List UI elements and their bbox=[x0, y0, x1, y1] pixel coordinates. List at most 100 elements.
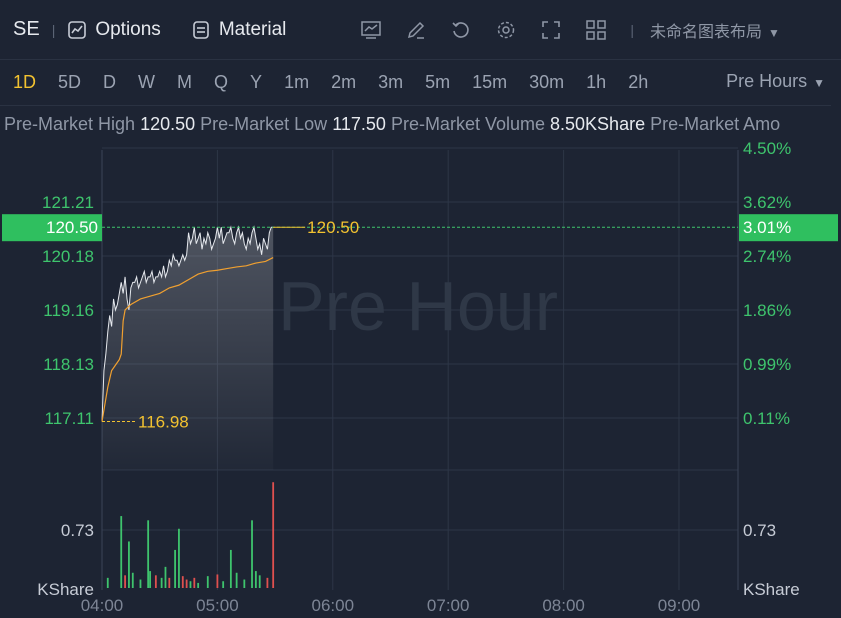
price-area bbox=[102, 227, 274, 470]
last-price-label: 120.50 bbox=[307, 218, 359, 237]
volume-bar bbox=[193, 577, 196, 588]
y-right-tick: 4.50% bbox=[743, 139, 791, 158]
volume-bar bbox=[139, 579, 142, 588]
interval-w[interactable]: W bbox=[138, 72, 156, 92]
layout-name-label: 未命名图表布局 bbox=[650, 23, 763, 41]
volume-bar bbox=[178, 528, 180, 588]
interval-bar: 1D 5D D W M Q Y 1m 2m 3m 5m 15m 30m 1h 2h Pre Hours ▼ bbox=[0, 60, 831, 106]
toolbar-divider: | bbox=[51, 21, 56, 38]
volume-unit-right: KShare bbox=[743, 580, 800, 599]
volume-tick-right: 0.73 bbox=[743, 521, 776, 540]
chart-indicator-icon[interactable] bbox=[360, 19, 382, 41]
x-tick: 09:00 bbox=[658, 596, 701, 615]
options-chart-icon bbox=[68, 20, 87, 39]
y-right-tick: 0.99% bbox=[743, 355, 791, 374]
volume-bar bbox=[168, 577, 171, 588]
interval-2m[interactable]: 2m bbox=[331, 72, 357, 92]
draw-icon[interactable] bbox=[405, 19, 427, 41]
volume-bar bbox=[160, 577, 163, 588]
options-label: Options bbox=[95, 18, 161, 40]
volume-bar bbox=[149, 571, 151, 588]
x-tick: 05:00 bbox=[196, 596, 239, 615]
low-value: 117.50 bbox=[332, 114, 386, 134]
volume-bar bbox=[216, 574, 219, 588]
y-right-tick: 0.11% bbox=[743, 409, 790, 428]
x-tick: 07:00 bbox=[427, 596, 470, 615]
volume-bar bbox=[131, 572, 134, 588]
volume-bar bbox=[128, 541, 130, 588]
volume-bar bbox=[206, 576, 209, 588]
volume-bar bbox=[222, 581, 225, 588]
volume-bar bbox=[185, 579, 188, 588]
y-right-tick: 1.86% bbox=[743, 301, 791, 320]
fullscreen-icon[interactable] bbox=[540, 19, 562, 41]
material-button[interactable]: Material bbox=[191, 18, 287, 41]
average-price-line bbox=[101, 257, 274, 422]
volume-bar bbox=[235, 572, 238, 588]
volume-label: Pre-Market Volume bbox=[390, 114, 545, 134]
interval-1d[interactable]: 1D bbox=[13, 72, 37, 92]
replay-icon[interactable] bbox=[450, 19, 472, 41]
volume-bar bbox=[229, 549, 232, 588]
volume-bar bbox=[106, 577, 109, 588]
price-line bbox=[101, 225, 274, 422]
volume-bar bbox=[272, 482, 275, 588]
top-toolbar: SE | Options Material bbox=[0, 0, 841, 60]
high-label: Pre-Market High bbox=[4, 114, 136, 134]
volume-bar bbox=[154, 575, 157, 588]
interval-5d[interactable]: 5D bbox=[58, 72, 82, 92]
volume-bar bbox=[164, 566, 167, 588]
chart-tools: | 未命名图表布局 ▼ bbox=[360, 18, 780, 42]
current-price-badge bbox=[2, 214, 102, 242]
x-tick: 04:00 bbox=[81, 596, 124, 615]
volume-bar bbox=[243, 579, 246, 588]
volume-bar bbox=[147, 520, 150, 588]
x-tick: 06:00 bbox=[312, 596, 355, 615]
interval-m[interactable]: M bbox=[177, 72, 193, 92]
options-button[interactable]: Options bbox=[67, 18, 161, 41]
volume-bar bbox=[258, 575, 261, 588]
volume-bar bbox=[189, 581, 192, 588]
volume-tick-left: 0.73 bbox=[61, 521, 94, 540]
interval-1m[interactable]: 1m bbox=[284, 72, 310, 92]
chart-watermark: Pre Hour bbox=[278, 267, 558, 345]
first-price-label: 116.98 bbox=[138, 412, 189, 431]
material-label: Material bbox=[218, 18, 287, 40]
y-left-tick: 120.18 bbox=[42, 247, 94, 266]
interval-5m[interactable]: 5m bbox=[425, 72, 451, 92]
current-pct-badge-label: 3.01% bbox=[743, 218, 791, 237]
volume-bar bbox=[266, 577, 269, 588]
interval-3m[interactable]: 3m bbox=[378, 72, 404, 92]
symbol-label[interactable]: SE bbox=[13, 18, 40, 40]
low-label: Pre-Market Low bbox=[200, 114, 328, 134]
volume-bar bbox=[254, 571, 257, 588]
volume-bar bbox=[124, 575, 126, 588]
y-left-tick: 119.16 bbox=[43, 301, 94, 320]
layout-grid-icon[interactable] bbox=[585, 19, 607, 41]
interval-30m[interactable]: 30m bbox=[529, 72, 565, 92]
volume-bar bbox=[120, 516, 123, 588]
amount-label: Pre-Market Amo bbox=[650, 114, 781, 134]
volume-bar bbox=[251, 520, 253, 588]
volume-bar bbox=[174, 549, 176, 588]
interval-q[interactable]: Q bbox=[214, 72, 229, 92]
session-label: Pre Hours bbox=[726, 71, 808, 91]
interval-15m[interactable]: 15m bbox=[472, 72, 508, 92]
document-icon bbox=[193, 20, 209, 39]
interval-y[interactable]: Y bbox=[250, 72, 263, 92]
y-right-tick: 3.62% bbox=[743, 193, 791, 212]
current-pct-badge bbox=[739, 214, 838, 242]
session-selector[interactable]: Pre Hours ▼ bbox=[726, 71, 825, 92]
y-left-tick: 121.21 bbox=[42, 193, 94, 212]
layout-selector[interactable]: 未命名图表布局 ▼ bbox=[650, 18, 780, 42]
interval-2h[interactable]: 2h bbox=[628, 72, 649, 92]
current-price-badge-label: 120.50 bbox=[46, 218, 98, 237]
interval-1h[interactable]: 1h bbox=[586, 72, 607, 92]
caret-down-icon: ▼ bbox=[813, 76, 825, 90]
settings-icon[interactable] bbox=[495, 19, 517, 41]
volume-bar bbox=[197, 582, 200, 588]
interval-d[interactable]: D bbox=[103, 72, 117, 92]
pre-market-stats: Pre-Market High 120.50 Pre-Market Low 11… bbox=[4, 114, 841, 135]
volume-unit-left: KShare bbox=[37, 580, 94, 599]
